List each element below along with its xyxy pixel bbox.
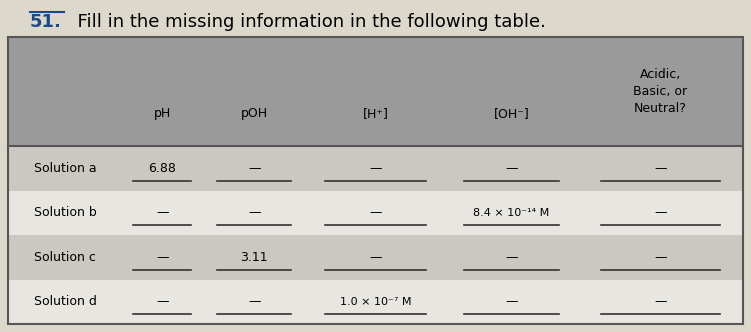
Text: —: — [369,206,382,219]
Text: 3.11: 3.11 [240,251,268,264]
Text: [H⁺]: [H⁺] [363,107,388,120]
Text: Acidic,
Basic, or
Neutral?: Acidic, Basic, or Neutral? [633,68,687,115]
Text: —: — [654,162,667,175]
Text: Solution b: Solution b [34,206,96,219]
Text: —: — [369,251,382,264]
Text: —: — [248,206,261,219]
Text: —: — [248,162,261,175]
Text: Fill in the missing information in the following table.: Fill in the missing information in the f… [66,13,546,31]
Text: —: — [654,251,667,264]
Bar [8,280,743,324]
Text: —: — [156,206,169,219]
Text: —: — [654,206,667,219]
Text: pH: pH [154,107,171,120]
Bar [8,235,743,280]
Text: 1.0 × 10⁻⁷ M: 1.0 × 10⁻⁷ M [339,297,412,307]
Bar [8,191,743,235]
Text: —: — [248,295,261,308]
Text: —: — [156,251,169,264]
Text: —: — [505,295,517,308]
Text: 6.88: 6.88 [149,162,176,175]
Bar [8,37,743,324]
Text: Solution d: Solution d [34,295,96,308]
Text: Solution c: Solution c [34,251,96,264]
Text: —: — [156,295,169,308]
Text: —: — [505,251,517,264]
Text: [OH⁻]: [OH⁻] [493,107,529,120]
Text: —: — [654,295,667,308]
Text: —: — [369,162,382,175]
Text: 8.4 × 10⁻¹⁴ M: 8.4 × 10⁻¹⁴ M [473,208,550,218]
Text: pOH: pOH [240,107,268,120]
Text: 51.: 51. [30,13,62,31]
Text: —: — [505,162,517,175]
Bar [8,37,743,146]
Text: Solution a: Solution a [34,162,96,175]
Bar [8,146,743,191]
